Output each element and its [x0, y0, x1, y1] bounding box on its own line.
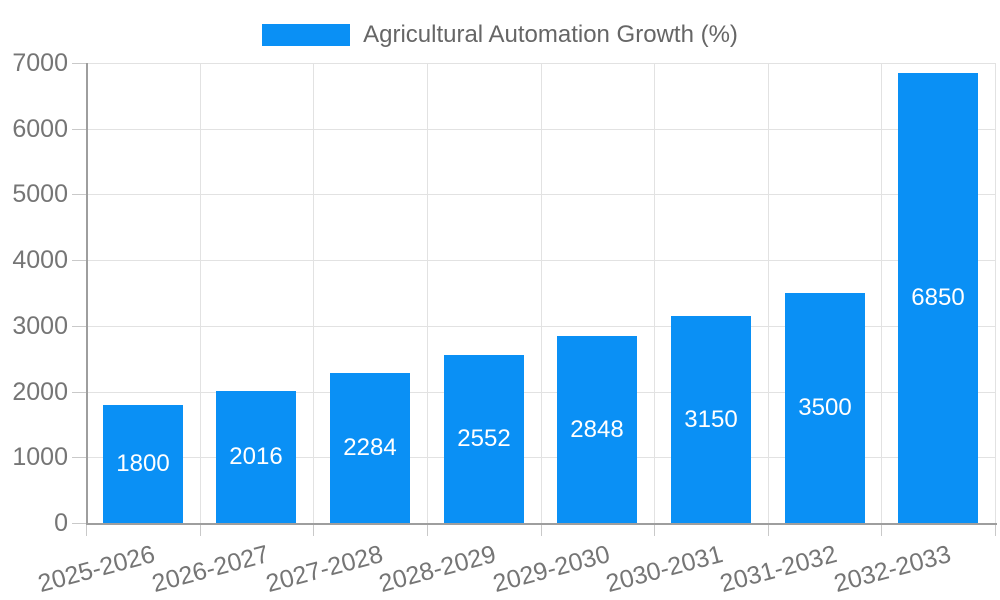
- y-tick-label: 7000: [12, 49, 68, 77]
- y-axis-tick: [72, 523, 86, 524]
- y-tick-label: 2000: [12, 378, 68, 406]
- y-axis-line: [86, 63, 88, 525]
- bar-value-label: 2848: [570, 415, 624, 443]
- x-tick-label: 2027-2028: [262, 540, 386, 598]
- bar[interactable]: 6850: [898, 73, 978, 523]
- gridline-horizontal: [86, 326, 995, 327]
- legend-swatch: [262, 24, 351, 46]
- x-axis-tick: [881, 525, 882, 536]
- bar[interactable]: 3150: [671, 316, 751, 523]
- gridline-vertical: [995, 63, 996, 523]
- bar-value-label: 2016: [229, 443, 283, 470]
- bar-value-label: 1800: [116, 450, 170, 477]
- gridline-vertical: [541, 63, 542, 523]
- y-axis-tick: [72, 63, 86, 64]
- x-tick-label: 2032-2033: [830, 540, 954, 598]
- gridline-vertical: [200, 63, 201, 523]
- bar-value-label: 6850: [911, 284, 965, 311]
- y-axis-tick: [72, 326, 86, 327]
- y-axis-tick: [72, 260, 86, 261]
- gridline-vertical: [654, 63, 655, 523]
- gridline-vertical: [881, 63, 882, 523]
- y-axis-tick: [72, 457, 86, 458]
- gridline-horizontal: [86, 392, 995, 393]
- bar[interactable]: 2016: [216, 391, 296, 523]
- y-tick-label: 5000: [12, 180, 68, 208]
- y-tick-label: 0: [54, 509, 68, 537]
- bar[interactable]: 3500: [785, 293, 865, 523]
- x-tick-label: 2031-2032: [717, 540, 840, 598]
- gridline-horizontal: [86, 63, 995, 64]
- bar[interactable]: 2848: [557, 336, 637, 523]
- bar[interactable]: 2552: [444, 355, 524, 523]
- x-axis-tick: [541, 525, 542, 536]
- x-tick-label: 2030-2031: [603, 540, 727, 598]
- gridline-horizontal: [86, 457, 995, 458]
- x-axis-line: [86, 523, 997, 525]
- y-tick-label: 4000: [12, 246, 68, 274]
- gridline-vertical: [427, 63, 428, 523]
- y-tick-label: 1000: [12, 443, 68, 471]
- y-tick-label: 6000: [12, 115, 68, 143]
- x-tick-label: 2026-2027: [148, 540, 272, 598]
- gridline-horizontal: [86, 129, 995, 130]
- x-axis-tick: [995, 525, 996, 536]
- x-axis-tick: [86, 525, 87, 536]
- y-tick-label: 3000: [12, 312, 68, 340]
- x-tick-label: 2029-2030: [489, 540, 613, 598]
- y-axis-tick: [72, 194, 86, 195]
- y-axis-tick: [72, 392, 86, 393]
- bar-value-label: 3500: [798, 394, 852, 421]
- gridline-vertical: [768, 63, 769, 523]
- x-axis-tick: [200, 525, 201, 536]
- x-axis-tick: [313, 525, 314, 536]
- x-axis-tick: [768, 525, 769, 536]
- bar-value-label: 3150: [684, 405, 738, 433]
- gridline-horizontal: [86, 194, 995, 195]
- gridline-vertical: [313, 63, 314, 523]
- x-tick-label: 2025-2026: [35, 540, 159, 598]
- bar-value-label: 2552: [457, 425, 511, 452]
- x-axis-tick: [654, 525, 655, 536]
- bar[interactable]: 1800: [103, 405, 183, 523]
- legend-label: Agricultural Automation Growth (%): [363, 21, 738, 48]
- bar-value-label: 2284: [343, 434, 397, 461]
- legend[interactable]: Agricultural Automation Growth (%): [0, 18, 1000, 52]
- x-axis-tick: [427, 525, 428, 536]
- bar[interactable]: 2284: [330, 373, 410, 523]
- gridline-horizontal: [86, 260, 995, 261]
- y-axis-tick: [72, 129, 86, 130]
- x-tick-label: 2028-2029: [376, 540, 499, 598]
